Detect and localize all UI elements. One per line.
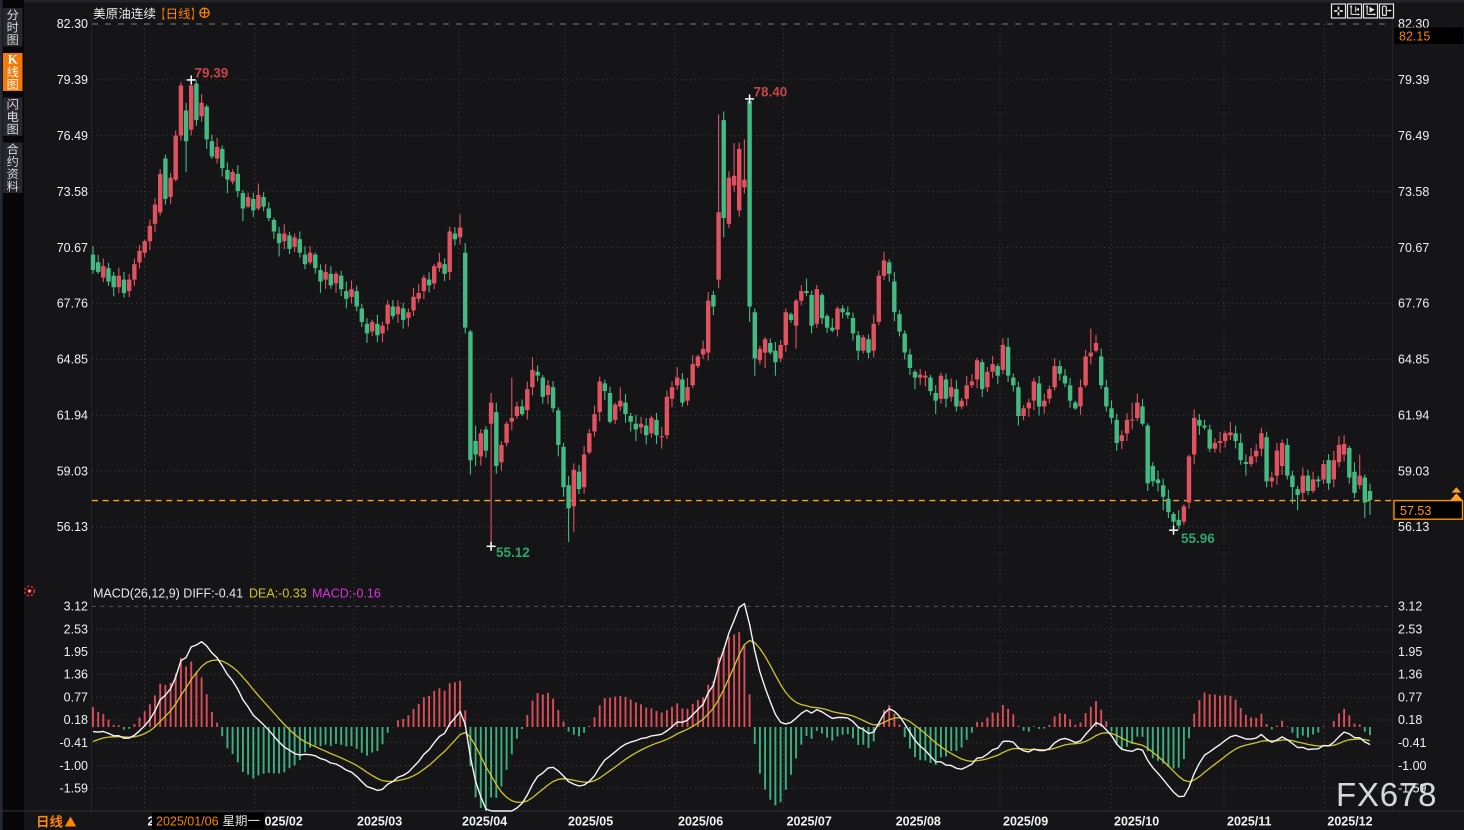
svg-text:59.03: 59.03 [57, 464, 88, 478]
svg-text:0.77: 0.77 [1398, 690, 1422, 704]
svg-text:0.18: 0.18 [64, 713, 88, 727]
svg-text:2.53: 2.53 [64, 622, 88, 636]
svg-text:76.49: 76.49 [1398, 129, 1429, 143]
svg-text:-0.41: -0.41 [1398, 736, 1427, 750]
svg-text:1.36: 1.36 [1398, 668, 1422, 682]
svg-text:2025/01/06: 2025/01/06 [156, 815, 219, 829]
svg-text:2025/11: 2025/11 [1227, 815, 1272, 829]
svg-text:MACD:-0.16: MACD:-0.16 [312, 587, 381, 601]
svg-text:MACD(26,12,9) DIFF:-0.41: MACD(26,12,9) DIFF:-0.41 [93, 587, 243, 601]
svg-text:2.53: 2.53 [1398, 622, 1422, 636]
svg-text:64.85: 64.85 [57, 353, 88, 367]
svg-text:79.39: 79.39 [1398, 73, 1429, 87]
svg-text:K: K [8, 52, 18, 66]
svg-text:3.12: 3.12 [1398, 600, 1422, 614]
svg-text:1.36: 1.36 [64, 668, 88, 682]
svg-text:56.13: 56.13 [57, 520, 88, 534]
svg-text:2025/04: 2025/04 [462, 815, 507, 829]
svg-text:82.15: 82.15 [1399, 30, 1430, 44]
svg-text:79.39: 79.39 [57, 73, 88, 87]
svg-text:55.12: 55.12 [496, 545, 530, 560]
svg-text:0.77: 0.77 [64, 690, 88, 704]
svg-text:-1.00: -1.00 [1398, 759, 1427, 773]
svg-text:78.40: 78.40 [754, 85, 788, 100]
svg-text:82.30: 82.30 [57, 17, 88, 31]
svg-text:2025/05: 2025/05 [568, 815, 613, 829]
svg-text:57.53: 57.53 [1400, 504, 1431, 518]
svg-text:59.03: 59.03 [1398, 464, 1429, 478]
svg-text:2025/08: 2025/08 [896, 815, 941, 829]
svg-text:3.12: 3.12 [64, 600, 88, 614]
svg-text:1.95: 1.95 [1398, 645, 1422, 659]
svg-text:67.76: 67.76 [57, 297, 88, 311]
svg-text:76.49: 76.49 [57, 129, 88, 143]
svg-text:1.95: 1.95 [64, 645, 88, 659]
svg-text:-0.41: -0.41 [60, 736, 89, 750]
svg-text:61.94: 61.94 [1398, 408, 1429, 422]
svg-text:2025/10: 2025/10 [1114, 815, 1159, 829]
svg-text:2025/12: 2025/12 [1327, 815, 1372, 829]
svg-text:79.39: 79.39 [195, 66, 229, 81]
svg-text:FX678: FX678 [1336, 776, 1437, 813]
svg-text:2025/07: 2025/07 [787, 815, 832, 829]
svg-text:64.85: 64.85 [1398, 353, 1429, 367]
svg-text:70.67: 70.67 [1398, 241, 1429, 255]
svg-text:55.96: 55.96 [1181, 531, 1215, 546]
svg-text:2025/06: 2025/06 [678, 815, 723, 829]
svg-text:73.58: 73.58 [57, 185, 88, 199]
svg-text:61.94: 61.94 [57, 408, 88, 422]
svg-text:73.58: 73.58 [1398, 185, 1429, 199]
svg-text:67.76: 67.76 [1398, 297, 1429, 311]
svg-text:0.18: 0.18 [1398, 713, 1422, 727]
svg-text:2025/02: 2025/02 [258, 815, 303, 829]
svg-text:DEA:-0.33: DEA:-0.33 [249, 587, 307, 601]
svg-text:70.67: 70.67 [57, 241, 88, 255]
svg-text:2025/09: 2025/09 [1003, 815, 1048, 829]
svg-text:56.13: 56.13 [1398, 520, 1429, 534]
svg-text:-1.00: -1.00 [60, 759, 89, 773]
svg-text:-1.59: -1.59 [60, 782, 89, 796]
svg-text:2025/03: 2025/03 [357, 815, 402, 829]
svg-text:-1.59: -1.59 [1398, 782, 1427, 796]
